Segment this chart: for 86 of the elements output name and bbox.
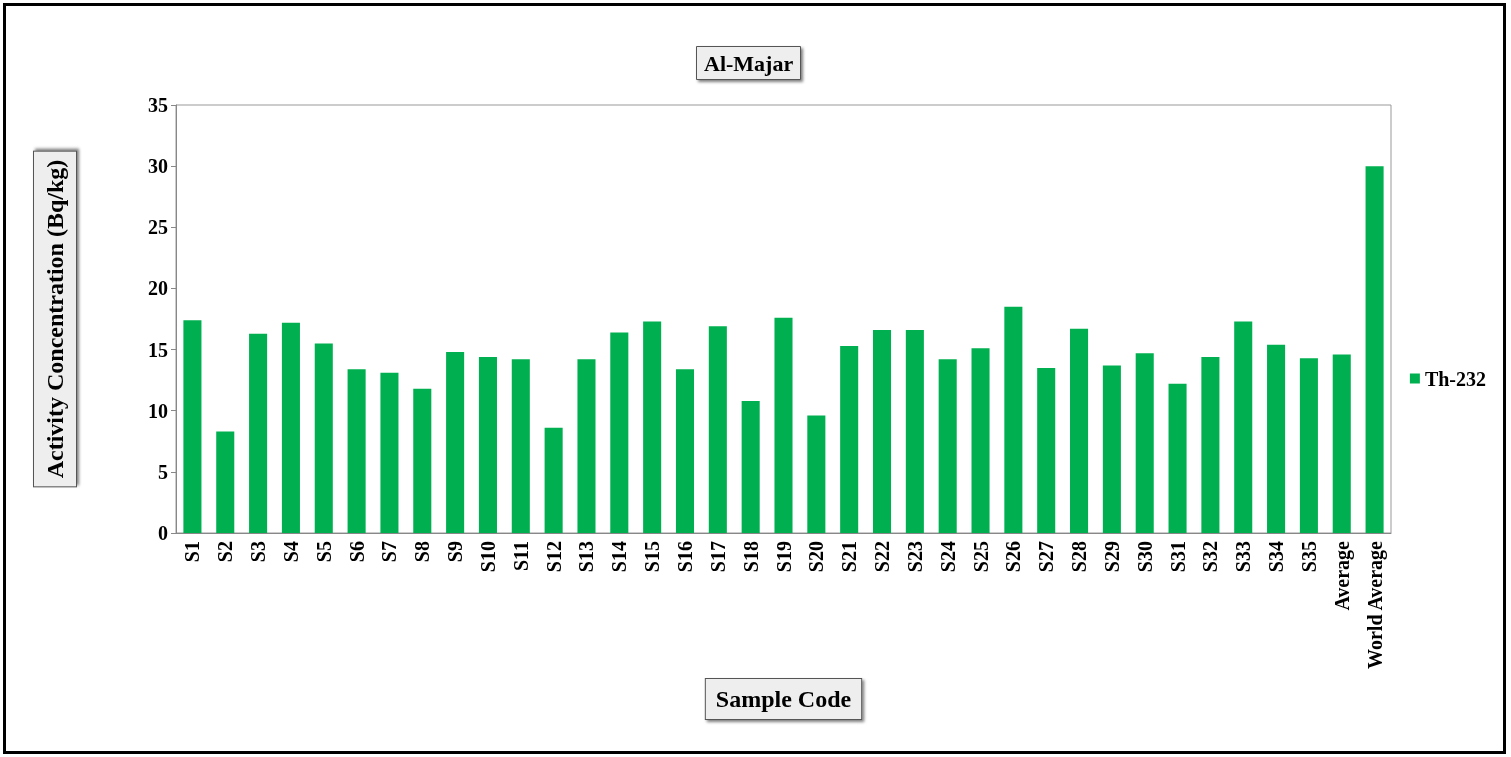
bar — [544, 427, 563, 533]
bar — [413, 388, 432, 533]
bar — [249, 333, 268, 533]
legend-label: Th-232 — [1424, 367, 1486, 390]
bar — [1070, 328, 1089, 533]
x-tick-label: S34 — [1265, 541, 1288, 573]
bar — [1168, 383, 1187, 533]
bar — [610, 332, 629, 533]
bar — [905, 330, 924, 533]
bar — [1234, 321, 1253, 533]
bar — [478, 356, 497, 533]
bar — [380, 372, 399, 533]
bar — [708, 326, 727, 533]
bar — [1135, 353, 1154, 533]
x-tick-label: S8 — [411, 541, 434, 563]
bar — [511, 359, 530, 533]
x-tick-label: S31 — [1166, 541, 1189, 573]
chart-title: Al-Majar — [704, 50, 794, 76]
y-tick-label: 5 — [158, 460, 168, 483]
bar — [1267, 344, 1286, 533]
x-tick-label: S22 — [871, 541, 894, 573]
bar — [1037, 367, 1056, 533]
bar — [675, 369, 695, 533]
x-tick-label: S17 — [706, 541, 729, 573]
x-tick-label: S12 — [542, 541, 565, 573]
x-tick-label: S3 — [247, 541, 270, 563]
x-tick-label: S6 — [345, 541, 368, 563]
x-tick-label: S27 — [1035, 541, 1058, 573]
bar — [938, 359, 957, 533]
y-tick-label: 15 — [148, 338, 168, 361]
bar — [577, 359, 596, 533]
bar — [643, 321, 662, 533]
bar — [971, 348, 990, 533]
x-tick-label: S14 — [608, 541, 631, 573]
bar — [1299, 358, 1318, 533]
x-tick-label: S25 — [969, 541, 992, 573]
bar — [774, 317, 793, 533]
bar — [1365, 166, 1384, 533]
x-tick-label: S10 — [476, 541, 499, 573]
y-tick-label: 25 — [148, 216, 168, 239]
x-tick-label: S21 — [838, 541, 861, 573]
x-tick-label: S26 — [1002, 541, 1025, 573]
y-tick-label: 10 — [148, 399, 168, 422]
x-tick-label: S1 — [181, 541, 204, 563]
x-tick-label: S29 — [1100, 541, 1123, 573]
bar — [872, 330, 892, 533]
x-tick-label: S4 — [279, 541, 302, 563]
y-tick-label: 0 — [158, 522, 168, 544]
bar — [281, 322, 300, 533]
x-tick-label: S20 — [805, 541, 828, 573]
bar — [807, 415, 826, 533]
y-tick-label: 20 — [148, 277, 168, 300]
x-tick-label: S35 — [1297, 541, 1320, 573]
x-tick-label: S33 — [1232, 541, 1255, 573]
x-tick-label: S23 — [903, 541, 926, 573]
x-tick-label: S7 — [378, 541, 401, 563]
bar — [741, 400, 760, 533]
bar — [840, 345, 859, 533]
bar — [1102, 365, 1121, 533]
x-tick-label: S15 — [641, 541, 664, 573]
bar — [1004, 306, 1023, 533]
x-tick-label: World Average — [1363, 540, 1387, 669]
x-tick-label: S24 — [936, 541, 959, 573]
x-tick-label: S9 — [444, 541, 467, 563]
x-tick-label: Average — [1330, 540, 1354, 611]
x-tick-label: S2 — [214, 541, 237, 563]
x-tick-label: S32 — [1199, 541, 1222, 573]
x-tick-label: S13 — [575, 541, 598, 573]
x-tick-label: S18 — [739, 541, 762, 573]
bar — [347, 369, 366, 533]
bar — [216, 431, 235, 533]
bar — [183, 320, 202, 533]
bar — [446, 352, 465, 533]
x-tick-label: S16 — [673, 541, 696, 573]
x-tick-label: S5 — [312, 541, 335, 563]
bar — [1201, 356, 1220, 533]
y-tick-label: 30 — [148, 155, 168, 178]
y-axis-title: Activity Concentration (Bq/kg) — [42, 159, 68, 479]
x-axis-title: Sample Code — [715, 685, 852, 712]
x-tick-label: S11 — [509, 541, 532, 572]
y-tick-label: 35 — [148, 94, 168, 116]
bar — [1332, 354, 1351, 533]
x-tick-label: S30 — [1133, 541, 1156, 573]
x-tick-label: S28 — [1068, 541, 1091, 573]
bar — [314, 343, 333, 533]
x-tick-label: S19 — [772, 541, 795, 573]
